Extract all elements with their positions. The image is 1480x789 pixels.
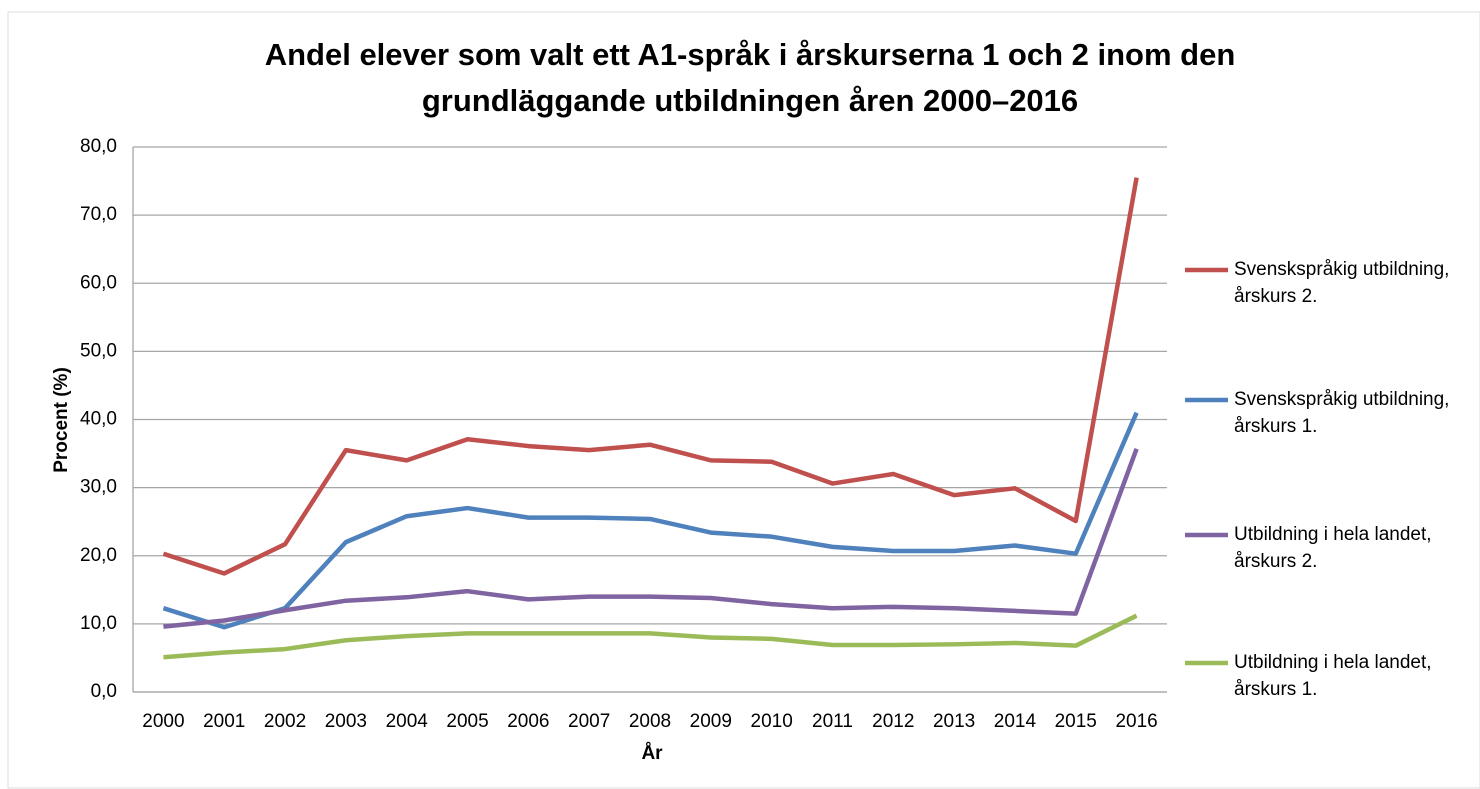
line-series	[163, 613, 1138, 660]
y-axis-title: Procent (%)	[51, 367, 72, 473]
x-tick-label: 2003	[325, 711, 367, 732]
legend-label: Svenskspråkig utbildning, årskurs 2.	[1234, 259, 1450, 307]
legend-label: Svenskspråkig utbildning, årskurs 1.	[1234, 389, 1450, 437]
x-tick-label: 2001	[203, 711, 245, 732]
chart-title: Andel elever som valt ett A1-språk i års…	[264, 37, 1236, 118]
line-series	[163, 448, 1139, 629]
x-tick-label: 2011	[812, 711, 853, 732]
x-tick-label: 2012	[872, 711, 914, 732]
y-tick-label: 0,0	[91, 681, 117, 702]
y-tick-label: 30,0	[80, 477, 117, 498]
line-series	[162, 411, 1139, 630]
y-tick-label: 40,0	[80, 409, 117, 430]
legend-label: Utbildning i hela landet, årskurs 2.	[1234, 524, 1432, 572]
y-tick-label: 10,0	[80, 613, 117, 634]
x-tick-label: 2015	[1055, 711, 1097, 732]
chart-border	[7, 11, 1480, 789]
x-tick-label: 2014	[994, 711, 1037, 732]
x-tick-label: 2000	[142, 711, 184, 732]
x-tick-label: 2006	[507, 711, 549, 732]
x-tick-label: 2005	[446, 711, 488, 732]
x-tick-label: 2002	[264, 711, 306, 732]
x-tick-label: 2009	[690, 711, 732, 732]
legend-label: Utbildning i hela landet, årskurs 1.	[1234, 652, 1432, 700]
line-series	[162, 177, 1139, 576]
x-tick-label: 2007	[568, 711, 610, 732]
y-tick-label: 20,0	[80, 545, 117, 566]
y-tick-label: 70,0	[80, 204, 117, 225]
x-axis-title: År	[641, 743, 663, 764]
y-tick-label: 60,0	[80, 272, 117, 293]
y-tick-label: 50,0	[80, 340, 117, 361]
x-tick-label: 2016	[1115, 711, 1157, 732]
x-tick-label: 2008	[629, 711, 671, 732]
x-tick-label: 2013	[933, 711, 975, 732]
x-tick-label: 2010	[751, 711, 793, 732]
y-tick-label: 80,0	[80, 136, 117, 157]
x-tick-label: 2004	[386, 711, 429, 732]
